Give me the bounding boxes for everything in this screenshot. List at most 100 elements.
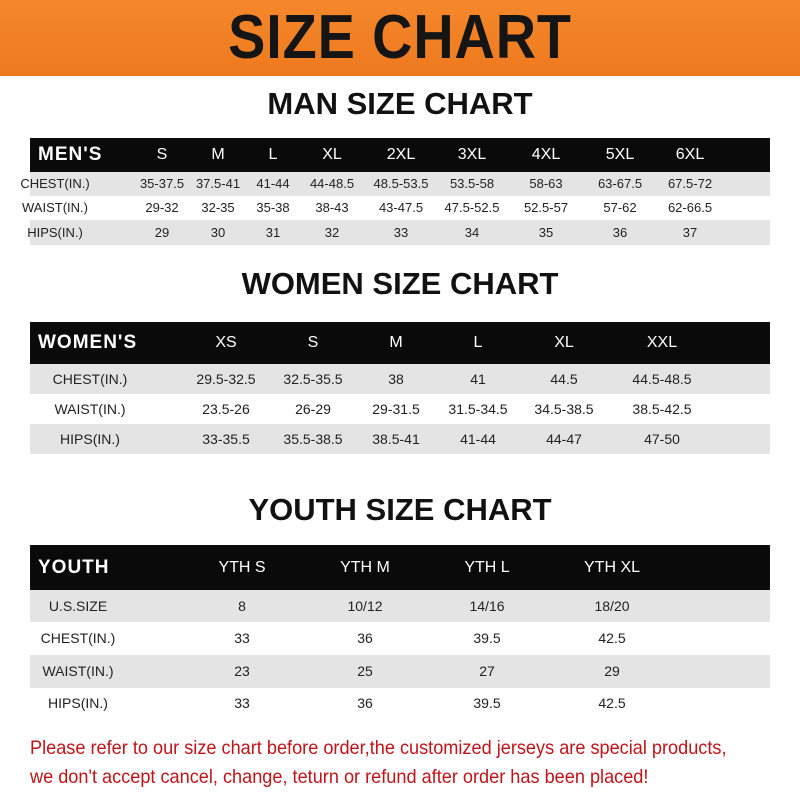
size-value: 10/12: [347, 598, 383, 614]
size-header: S: [307, 334, 319, 351]
size-value: 43-47.5: [378, 200, 424, 215]
size-value: 29.5-32.5: [196, 371, 256, 387]
row-label: HIPS(IN.): [27, 225, 83, 240]
size-value: 18/20: [594, 598, 630, 614]
size-value: 36: [357, 695, 373, 711]
size-value: 23: [234, 663, 250, 679]
size-header: L: [268, 146, 278, 163]
size-value: 27: [479, 663, 495, 679]
size-value: 44.5-48.5: [632, 371, 692, 387]
size-header: 6XL: [675, 146, 705, 163]
size-value: 14/16: [469, 598, 505, 614]
table-row: WAIST(IN.) 29-32 32-35 35-38 38-43 43-47.5 47.…: [22, 196, 770, 220]
table-row: CHEST(IN.) 35-37.5 37.5-41 41-44 44-48.5 48.5…: [20, 172, 770, 196]
size-value: 36: [612, 225, 628, 240]
size-header: YTH M: [340, 559, 390, 576]
size-value: 38.5-42.5: [632, 401, 692, 417]
size-value: 29: [154, 225, 170, 240]
size-value: 33: [234, 695, 250, 711]
size-value: 53.5-58: [449, 176, 495, 191]
size-value: 36: [357, 630, 373, 646]
size-value: 39.5: [473, 630, 501, 646]
row-label: CHEST(IN.): [40, 630, 116, 646]
size-header: YTH XL: [583, 559, 641, 576]
women-header-row: WOMEN'S XS S M L XL XXL: [30, 322, 770, 364]
size-header: YTH S: [218, 559, 266, 576]
size-header: XXL: [646, 334, 678, 351]
size-header: L: [473, 334, 483, 351]
banner: SIZE CHART: [0, 0, 800, 76]
size-value: 48.5-53.5: [373, 176, 429, 191]
size-value: 41: [470, 371, 486, 387]
size-value: 33: [234, 630, 250, 646]
size-value: 38.5-41: [372, 431, 420, 447]
size-value: 58-63: [529, 176, 563, 191]
table-title-cell: WOMEN'S: [38, 332, 138, 353]
size-value: 44-48.5: [309, 176, 355, 191]
women-section-title: WOMEN SIZE CHART: [241, 266, 559, 301]
table-row: U.S.SIZE 8 10/12 14/16 18/20: [30, 590, 770, 622]
size-value: 34.5-38.5: [534, 401, 594, 417]
table-row: HIPS(IN.) 33-35.5 35.5-38.5 38.5-41 41-44 44-…: [30, 424, 770, 454]
size-value: 35-37.5: [139, 176, 185, 191]
size-value: 32.5-35.5: [283, 371, 343, 387]
size-header: 5XL: [605, 146, 635, 163]
size-value: 25: [357, 663, 373, 679]
table-title-cell: YOUTH: [38, 557, 110, 578]
size-value: 26-29: [295, 401, 331, 417]
size-header: 2XL: [386, 146, 416, 163]
size-value: 33-35.5: [202, 431, 250, 447]
row-label: CHEST(IN.): [20, 176, 90, 191]
men-section-title: MAN SIZE CHART: [267, 86, 533, 121]
size-value: 32-35: [201, 200, 235, 215]
size-value: 23.5-26: [202, 401, 250, 417]
row-label: U.S.SIZE: [48, 598, 108, 614]
size-header: 4XL: [531, 146, 561, 163]
men-header-row: MEN'S S M L XL 2XL 3XL 4XL 5XL 6XL: [30, 138, 770, 172]
size-value: 32: [324, 225, 340, 240]
size-value: 42.5: [598, 630, 626, 646]
size-value: 38: [388, 371, 404, 387]
size-value: 52.5-57: [523, 200, 569, 215]
size-value: 35.5-38.5: [283, 431, 343, 447]
size-value: 39.5: [473, 695, 501, 711]
table-row: CHEST(IN.) 29.5-32.5 32.5-35.5 38 41 44.5 44.5…: [30, 364, 770, 394]
notice-line-2: we don't accept cancel, change, teturn o…: [30, 766, 649, 788]
size-value: 35-38: [256, 200, 290, 215]
size-value: 29: [604, 663, 620, 679]
size-value: 47.5-52.5: [444, 200, 500, 215]
size-header: 3XL: [457, 146, 487, 163]
row-label: WAIST(IN.): [22, 200, 88, 215]
size-header: M: [211, 146, 225, 163]
table-row: HIPS(IN.) 33 36 39.5 42.5: [30, 688, 770, 719]
size-value: 63-67.5: [597, 176, 643, 191]
size-value: 38-43: [315, 200, 349, 215]
size-value: 33: [393, 225, 409, 240]
size-value: 41-44: [256, 176, 290, 191]
table-row: HIPS(IN.) 29 30 31 32 33 34 35 36 37: [27, 220, 770, 245]
size-value: 29-31.5: [372, 401, 420, 417]
size-value: 34: [464, 225, 480, 240]
size-header: M: [389, 334, 403, 351]
row-label: WAIST(IN.): [42, 663, 114, 679]
size-header: XL: [554, 334, 574, 351]
size-value: 35: [538, 225, 554, 240]
size-value: 31: [265, 225, 281, 240]
notice-line-1: Please refer to our size chart before or…: [30, 737, 727, 759]
table-row: WAIST(IN.) 23 25 27 29: [30, 655, 770, 688]
size-value: 29-32: [145, 200, 179, 215]
size-value: 41-44: [460, 431, 496, 447]
size-value: 30: [210, 225, 226, 240]
size-value: 67.5-72: [667, 176, 713, 191]
size-value: 37.5-41: [195, 176, 241, 191]
order-notice: Please refer to our size chart before or…: [30, 734, 737, 792]
youth-header-row: YOUTH YTH S YTH M YTH L YTH XL: [30, 545, 770, 590]
size-value: 31.5-34.5: [448, 401, 508, 417]
size-header: S: [156, 146, 168, 163]
size-header: YTH L: [464, 559, 510, 576]
size-value: 62-66.5: [667, 200, 713, 215]
size-value: 57-62: [603, 200, 637, 215]
size-value: 47-50: [644, 431, 680, 447]
row-label: CHEST(IN.): [52, 371, 128, 387]
